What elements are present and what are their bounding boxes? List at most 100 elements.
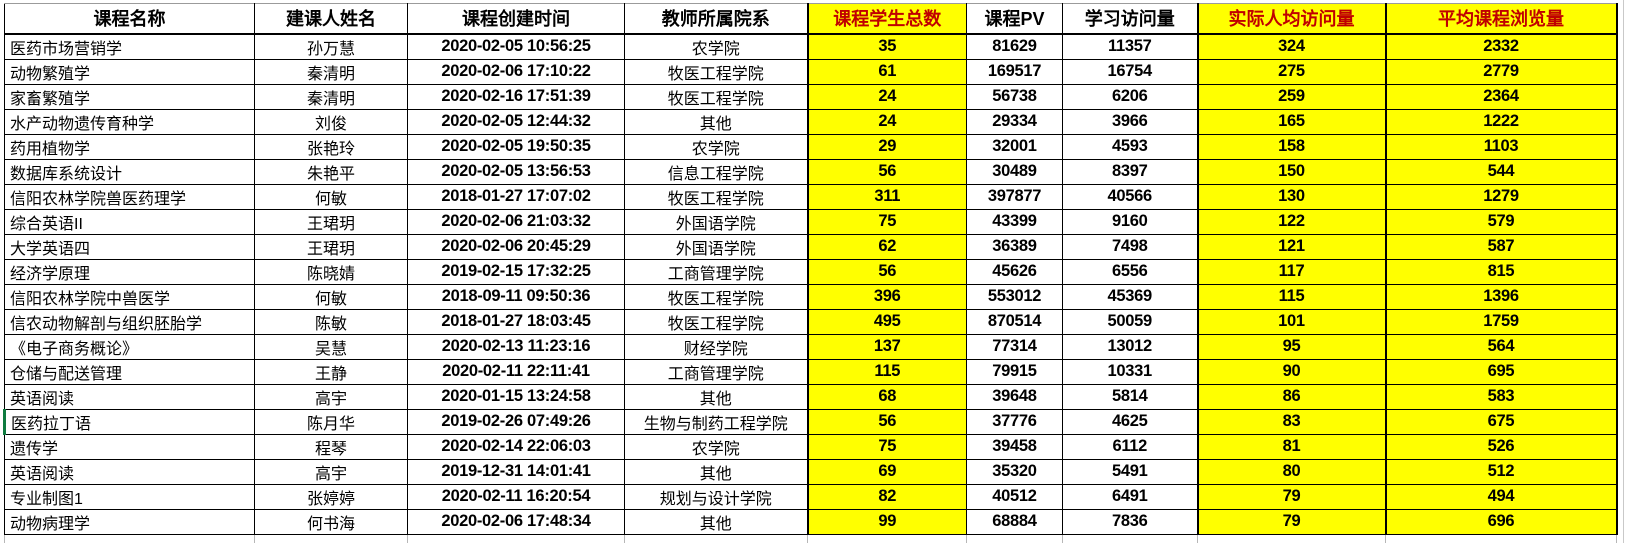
cell-course-pv[interactable]: 29334 — [966, 108, 1063, 135]
empty-cell[interactable] — [254, 534, 408, 543]
cell-creator-name[interactable]: 张艳玲 — [254, 133, 408, 160]
cell-create-time[interactable]: 2018-09-11 09:50:36 — [407, 283, 625, 310]
cell-learning-visits[interactable]: 3966 — [1062, 108, 1198, 135]
cell-learning-visits[interactable]: 7498 — [1062, 233, 1198, 260]
cell-department[interactable]: 农学院 — [624, 133, 808, 160]
cell-avg-course-views[interactable]: 1279 — [1384, 183, 1618, 210]
cell-department[interactable]: 其他 — [624, 383, 808, 410]
cell-per-capita-visits[interactable]: 95 — [1196, 333, 1386, 360]
cell-create-time[interactable]: 2020-02-11 22:11:41 — [407, 358, 625, 385]
cell-learning-visits[interactable]: 13012 — [1062, 333, 1198, 360]
empty-cell[interactable] — [1197, 534, 1386, 543]
cell-course-name[interactable]: 药用植物学 — [4, 133, 255, 160]
empty-cell[interactable] — [4, 534, 255, 543]
cell-create-time[interactable]: 2020-02-06 20:45:29 — [407, 233, 625, 260]
column-header-department[interactable]: 教师所属院系 — [624, 3, 808, 35]
cell-per-capita-visits[interactable]: 122 — [1196, 208, 1386, 235]
cell-department[interactable]: 其他 — [624, 108, 808, 135]
cell-per-capita-visits[interactable]: 79 — [1196, 483, 1386, 510]
cell-department[interactable]: 牧医工程学院 — [624, 283, 808, 310]
cell-course-pv[interactable]: 40512 — [966, 483, 1063, 510]
cell-course-pv[interactable]: 553012 — [966, 283, 1063, 310]
cell-course-pv[interactable]: 39458 — [966, 433, 1063, 460]
column-header-course-name[interactable]: 课程名称 — [4, 3, 255, 35]
cell-avg-course-views[interactable]: 587 — [1384, 233, 1618, 260]
column-header-creator-name[interactable]: 建课人姓名 — [254, 3, 408, 35]
cell-course-pv[interactable]: 43399 — [966, 208, 1063, 235]
cell-per-capita-visits[interactable]: 165 — [1196, 108, 1386, 135]
cell-student-count[interactable]: 75 — [806, 208, 967, 235]
cell-course-name[interactable]: 数据库系统设计 — [4, 158, 255, 185]
cell-student-count[interactable]: 24 — [806, 108, 967, 135]
empty-cell[interactable] — [1062, 534, 1198, 543]
cell-avg-course-views[interactable]: 2779 — [1384, 58, 1618, 85]
cell-avg-course-views[interactable]: 1103 — [1384, 133, 1618, 160]
cell-learning-visits[interactable]: 9160 — [1062, 208, 1198, 235]
cell-student-count[interactable]: 35 — [806, 33, 967, 60]
cell-student-count[interactable]: 68 — [806, 383, 967, 410]
cell-per-capita-visits[interactable]: 117 — [1196, 258, 1386, 285]
cell-creator-name[interactable]: 孙万慧 — [254, 33, 408, 60]
cell-learning-visits[interactable]: 4593 — [1062, 133, 1198, 160]
cell-creator-name[interactable]: 陈敏 — [254, 308, 408, 335]
cell-avg-course-views[interactable]: 579 — [1384, 208, 1618, 235]
cell-avg-course-views[interactable]: 494 — [1384, 483, 1618, 510]
cell-course-name[interactable]: 英语阅读 — [4, 383, 255, 410]
cell-creator-name[interactable]: 王珺玥 — [254, 208, 408, 235]
cell-per-capita-visits[interactable]: 115 — [1196, 283, 1386, 310]
cell-department[interactable]: 牧医工程学院 — [624, 308, 808, 335]
cell-create-time[interactable]: 2020-02-05 10:56:25 — [407, 33, 625, 60]
cell-department[interactable]: 农学院 — [624, 33, 808, 60]
cell-learning-visits[interactable]: 6112 — [1062, 433, 1198, 460]
cell-course-pv[interactable]: 77314 — [966, 333, 1063, 360]
cell-create-time[interactable]: 2020-02-06 21:03:32 — [407, 208, 625, 235]
cell-course-name[interactable]: 动物繁殖学 — [4, 58, 255, 85]
cell-avg-course-views[interactable]: 1396 — [1384, 283, 1618, 310]
cell-avg-course-views[interactable]: 544 — [1384, 158, 1618, 185]
cell-creator-name[interactable]: 秦清明 — [254, 83, 408, 110]
empty-cell[interactable] — [966, 534, 1063, 543]
cell-course-name[interactable]: 信阳农林学院中兽医学 — [4, 283, 255, 310]
cell-creator-name[interactable]: 王静 — [254, 358, 408, 385]
cell-student-count[interactable]: 24 — [806, 83, 967, 110]
cell-department[interactable]: 外国语学院 — [624, 208, 808, 235]
cell-create-time[interactable]: 2020-02-06 17:10:22 — [407, 58, 625, 85]
cell-creator-name[interactable]: 陈晓婧 — [254, 258, 408, 285]
cell-creator-name[interactable]: 秦清明 — [254, 58, 408, 85]
cell-per-capita-visits[interactable]: 158 — [1196, 133, 1386, 160]
column-header-course-pv[interactable]: 课程PV — [966, 3, 1063, 35]
cell-creator-name[interactable]: 陈月华 — [254, 408, 408, 435]
cell-per-capita-visits[interactable]: 121 — [1196, 233, 1386, 260]
cell-create-time[interactable]: 2020-02-13 11:23:16 — [407, 333, 625, 360]
cell-avg-course-views[interactable]: 1222 — [1384, 108, 1618, 135]
cell-create-time[interactable]: 2020-02-06 17:48:34 — [407, 508, 625, 535]
cell-course-name[interactable]: 经济学原理 — [4, 258, 255, 285]
cell-course-pv[interactable]: 81629 — [966, 33, 1063, 60]
cell-course-pv[interactable]: 39648 — [966, 383, 1063, 410]
cell-per-capita-visits[interactable]: 130 — [1196, 183, 1386, 210]
cell-create-time[interactable]: 2020-02-05 12:44:32 — [407, 108, 625, 135]
cell-course-name[interactable]: 动物病理学 — [4, 508, 255, 535]
cell-learning-visits[interactable]: 6491 — [1062, 483, 1198, 510]
cell-department[interactable]: 牧医工程学院 — [624, 58, 808, 85]
cell-course-name[interactable]: 医药市场营销学 — [4, 33, 255, 60]
cell-course-name[interactable]: 水产动物遗传育种学 — [4, 108, 255, 135]
cell-student-count[interactable]: 56 — [806, 258, 967, 285]
empty-cell[interactable] — [624, 534, 808, 543]
cell-per-capita-visits[interactable]: 259 — [1196, 83, 1386, 110]
cell-course-pv[interactable]: 169517 — [966, 58, 1063, 85]
cell-learning-visits[interactable]: 5814 — [1062, 383, 1198, 410]
cell-course-name[interactable]: 综合英语II — [4, 208, 255, 235]
cell-learning-visits[interactable]: 6556 — [1062, 258, 1198, 285]
column-header-student-count[interactable]: 课程学生总数 — [806, 3, 967, 35]
cell-creator-name[interactable]: 何书海 — [254, 508, 408, 535]
cell-department[interactable]: 外国语学院 — [624, 233, 808, 260]
cell-student-count[interactable]: 62 — [806, 233, 967, 260]
column-header-avg-course-views[interactable]: 平均课程浏览量 — [1384, 3, 1618, 35]
cell-student-count[interactable]: 495 — [806, 308, 967, 335]
cell-avg-course-views[interactable]: 1759 — [1384, 308, 1618, 335]
cell-department[interactable]: 财经学院 — [624, 333, 808, 360]
cell-course-pv[interactable]: 79915 — [966, 358, 1063, 385]
cell-course-pv[interactable]: 36389 — [966, 233, 1063, 260]
cell-student-count[interactable]: 311 — [806, 183, 967, 210]
